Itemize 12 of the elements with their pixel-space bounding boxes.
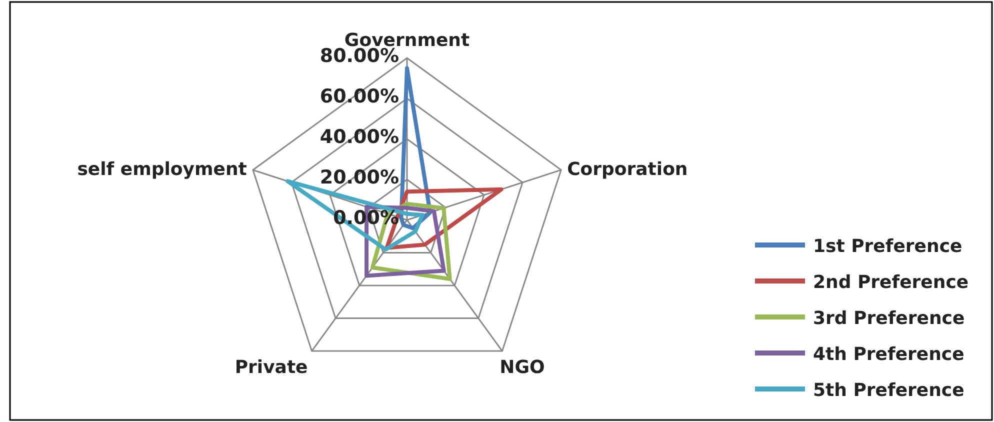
spoke-label: NGO (500, 357, 545, 378)
legend-label: 3rd Preference (813, 308, 965, 329)
y-tick-label: 60.00% (320, 86, 399, 108)
legend-label: 2nd Preference (813, 272, 969, 293)
spoke-label: Corporation (567, 158, 688, 180)
legend-label: 4th Preference (813, 344, 964, 365)
y-tick-label: 20.00% (320, 166, 399, 188)
legend-label: 1st Preference (813, 236, 962, 257)
y-tick-label: 40.00% (320, 126, 399, 148)
spoke-label: Private (234, 357, 308, 378)
legend-label: 5th Preference (813, 380, 964, 401)
spoke-label: self employment (77, 158, 248, 180)
